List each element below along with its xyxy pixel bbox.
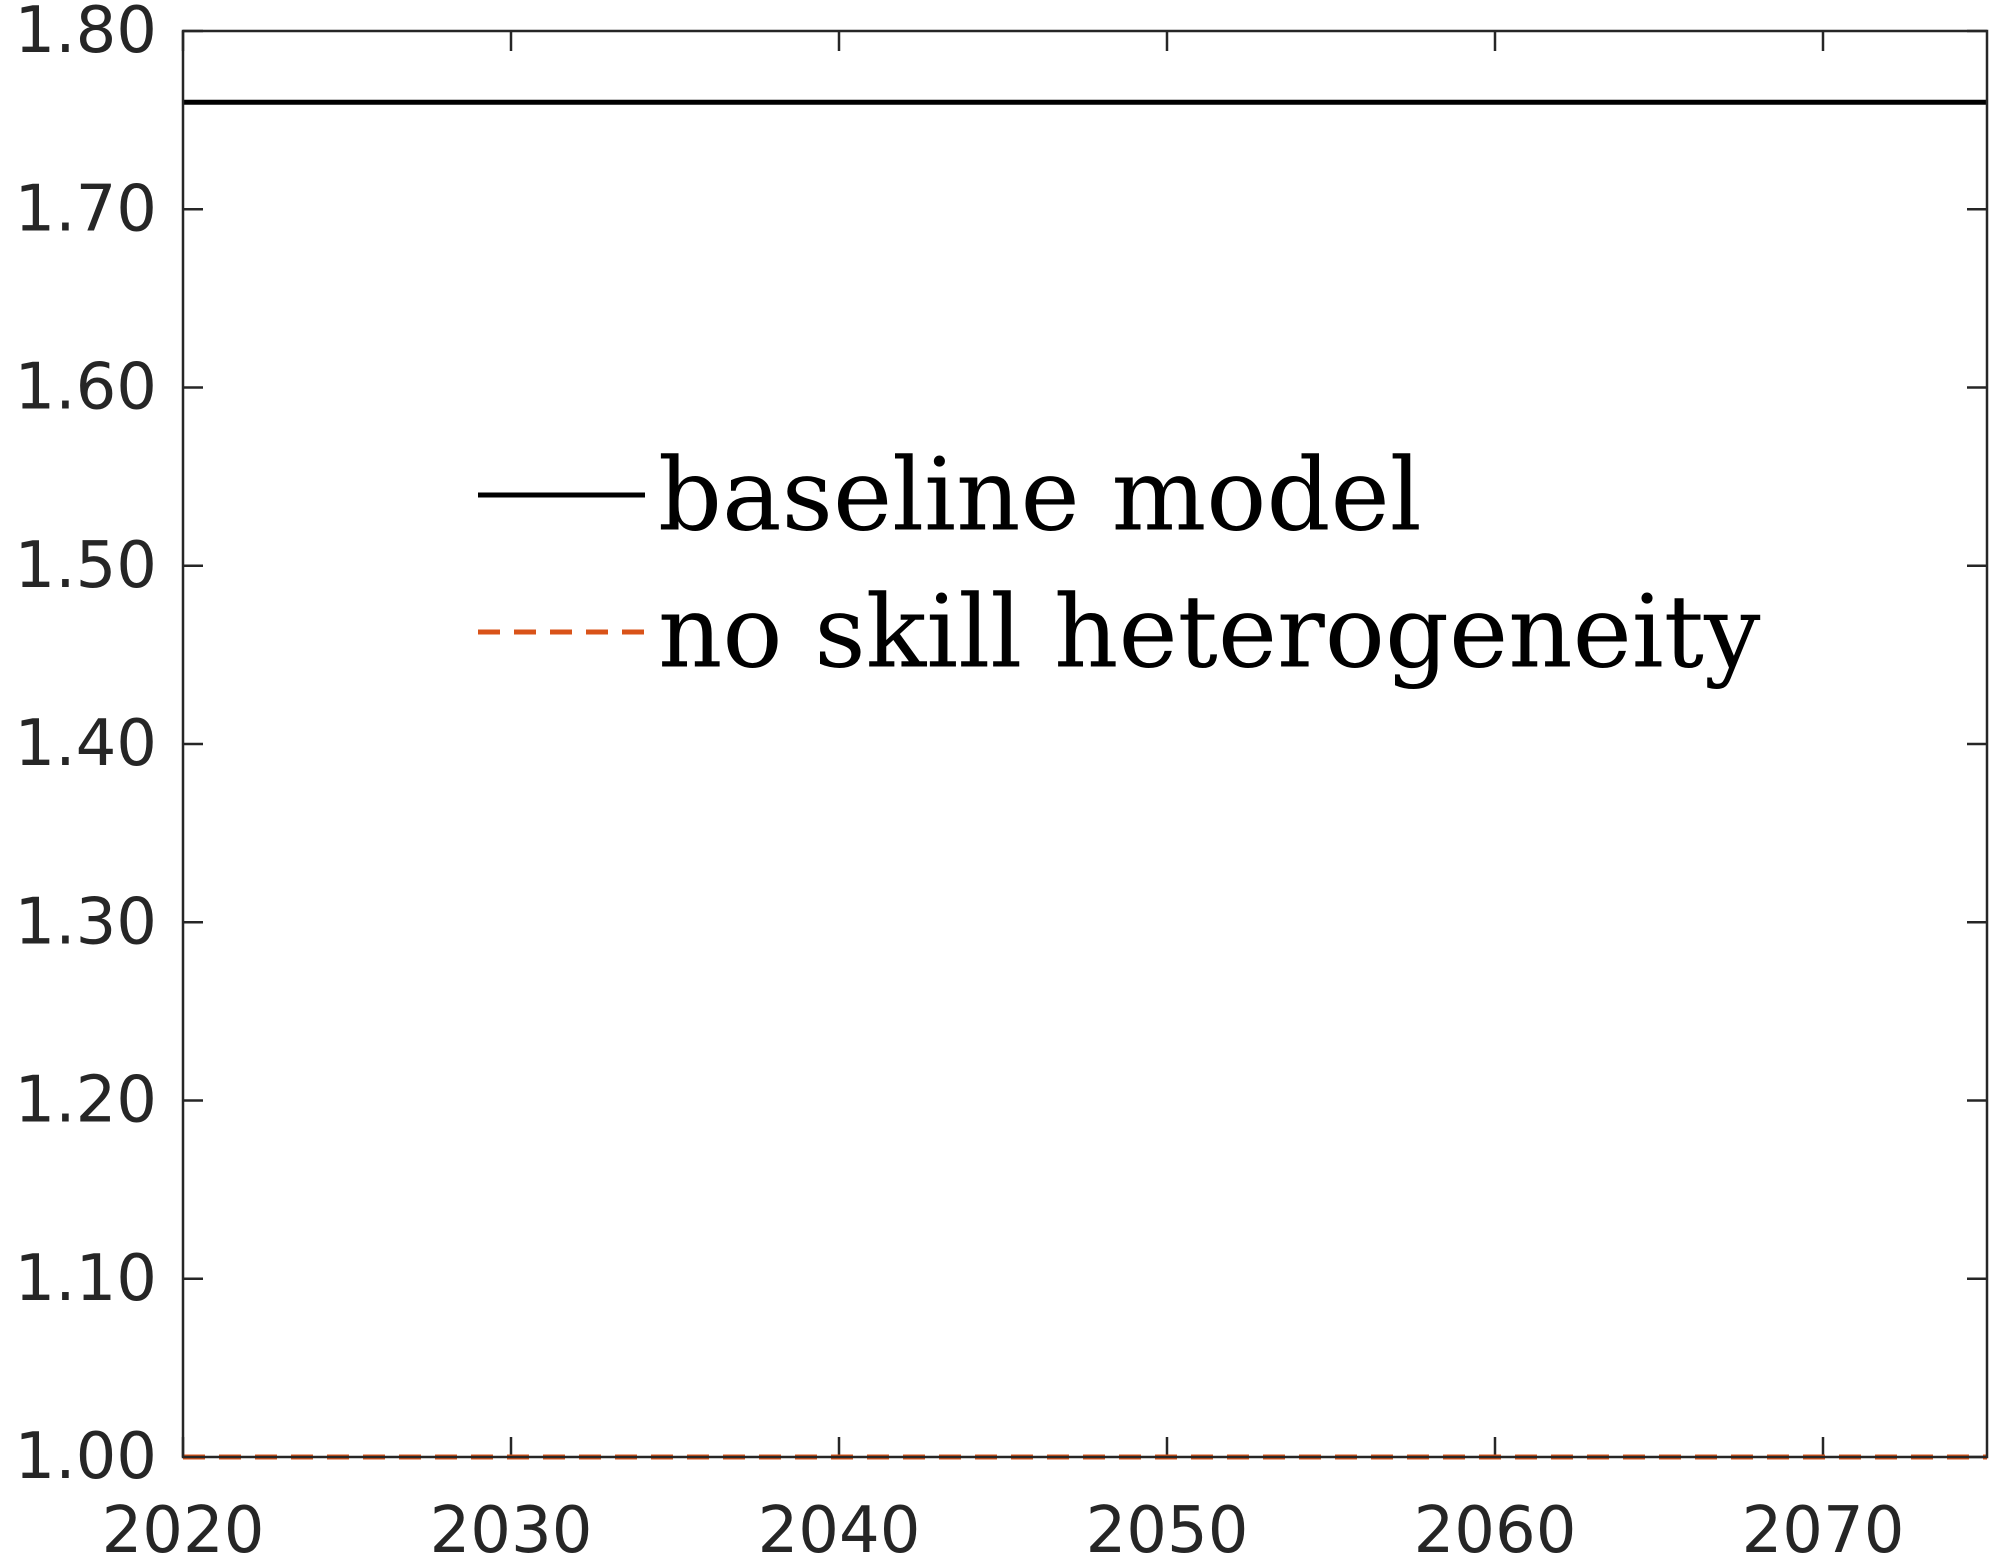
y-tick-label: 1.60 (15, 351, 158, 425)
x-tick-label: 2060 (1414, 1494, 1577, 1554)
x-tick-label: 2020 (102, 1494, 265, 1554)
y-tick-label: 1.70 (15, 172, 158, 246)
legend: baseline model no skill heterogeneity (478, 437, 1761, 691)
y-tick-label: 1.40 (15, 707, 158, 781)
legend-label: no skill heterogeneity (658, 574, 1761, 691)
y-tick-label: 1.20 (15, 1064, 158, 1138)
y-tick-label: 1.10 (15, 1242, 158, 1316)
x-tick-label: 2070 (1742, 1494, 1905, 1554)
x-tick-labels: 2020 2030 2040 2050 2060 2070 (102, 1494, 1905, 1554)
y-tick-label: 1.50 (15, 529, 158, 603)
plot-frame (181, 29, 1989, 1459)
y-tick-label: 1.00 (15, 1420, 158, 1494)
y-tick-label: 1.30 (15, 885, 158, 959)
x-tick-label: 2040 (758, 1494, 921, 1554)
x-tick-label: 2030 (430, 1494, 593, 1554)
legend-label: baseline model (658, 437, 1422, 554)
y-tick-label: 1.80 (15, 0, 158, 68)
x-tick-label: 2050 (1086, 1494, 1249, 1554)
y-tick-labels: 1.00 1.10 1.20 1.30 1.40 1.50 1.60 1.70 1.80 (15, 0, 158, 1494)
